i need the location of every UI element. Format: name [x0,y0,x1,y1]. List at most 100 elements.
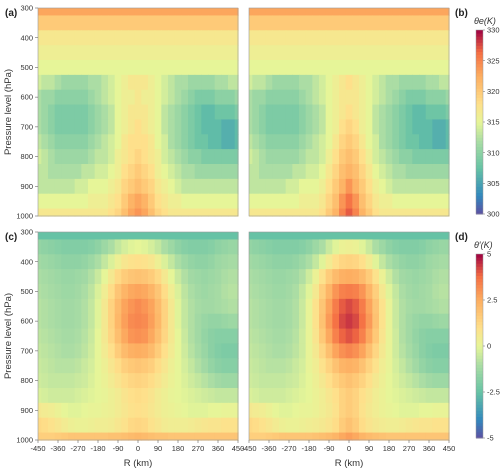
heatmap-cell [88,284,96,300]
heatmap-cell [339,298,347,315]
heatmap-cell [292,343,300,359]
heatmap-cell [208,15,216,31]
heatmap-cell [412,8,420,17]
heatmap-cell [181,74,189,91]
heatmap-cell [432,328,440,345]
heatmap-cell [285,164,293,180]
heatmap-cell [305,8,313,17]
heatmap-cell [234,269,239,285]
heatmap-cell [359,193,367,210]
heatmap-cell [252,104,260,121]
heatmap-cell [228,358,236,374]
heatmap-cell [425,254,433,270]
heatmap-cell [299,284,307,300]
heatmap-cell [352,178,360,195]
colorbar-segment [476,48,483,52]
heatmap-cell [108,8,116,17]
heatmap-cell [319,149,327,165]
heatmap-cell [445,239,450,255]
colorbar-segment [476,257,483,261]
heatmap-cell [392,432,400,441]
heatmap-cell [392,149,400,165]
heatmap-cell [412,60,420,76]
heatmap-cell [425,164,433,180]
heatmap-cell [385,269,393,285]
heatmap-cell [432,343,440,359]
heatmap-cell [38,193,42,210]
heatmap-cell [445,313,450,330]
heatmap-cell [94,45,102,61]
heatmap-cell [272,269,280,285]
heatmap-cell [134,417,142,434]
heatmap-cell [228,254,236,270]
heatmap-cell [38,104,42,121]
heatmap-cell [114,417,122,434]
heatmap-cell [154,328,162,345]
heatmap-cell [292,402,300,419]
heatmap-cell [252,232,260,241]
heatmap-cell [41,298,49,315]
heatmap-cell [54,119,62,135]
heatmap-cell [432,358,440,374]
heatmap-cell [88,15,96,31]
heatmap-cell [252,298,260,315]
heatmap-cell [174,284,182,300]
colorbar-segment [476,94,483,98]
heatmap-cell [228,119,236,135]
heatmap-cell [425,432,433,441]
heatmap-cell [38,402,42,419]
heatmap-cell [305,343,313,359]
heatmap-cell [305,358,313,374]
heatmap-cell [332,8,340,17]
heatmap-cell [252,328,260,345]
heatmap-cell [359,269,367,285]
heatmap-cell [249,30,253,46]
heatmap-cell [38,254,42,270]
heatmap-cell [365,8,373,17]
heatmap-cell [74,45,82,61]
heatmap-cell [272,104,280,121]
colorbar-segment [476,385,483,390]
heatmap-cell [299,313,307,330]
heatmap-cell [148,402,156,419]
heatmap-cell [412,164,420,180]
heatmap-cell [249,432,253,441]
heatmap-cell [161,284,169,300]
heatmap-cell [234,343,239,359]
heatmap-cell [385,193,393,210]
heatmap-cell [359,15,367,31]
heatmap-cell [259,432,267,441]
heatmap-cell [439,284,447,300]
heatmap-cell [265,343,273,359]
heatmap-cell [285,178,293,195]
heatmap-cell [432,164,440,180]
heatmap-cell [352,74,360,91]
heatmap-cell [68,164,76,180]
heatmap-cell [38,432,42,441]
heatmap-cell [399,164,407,180]
heatmap-cell [352,149,360,165]
heatmap-cell [234,193,239,210]
heatmap-cell [259,104,267,121]
heatmap-cell [221,358,229,374]
heatmap-cell [148,89,156,106]
heatmap-cell [168,328,176,345]
heatmap-cell [81,8,89,17]
heatmap-cell [372,343,380,359]
heatmap-cell [234,239,239,255]
heatmap-cell [439,298,447,315]
heatmap-cell [252,134,260,150]
heatmap-cell [74,313,82,330]
heatmap-cell [372,402,380,419]
heatmap-cell [379,388,387,404]
heatmap-cell [365,417,373,434]
heatmap-cell [372,15,380,31]
heatmap-cell [181,269,189,285]
heatmap-cell [201,134,209,150]
heatmap-cell [201,30,209,46]
heatmap-cell [174,432,182,441]
colorbar-segment [476,174,483,178]
heatmap-cell [392,178,400,195]
x-tick-label: -270 [70,444,85,453]
heatmap-cell [61,134,69,150]
